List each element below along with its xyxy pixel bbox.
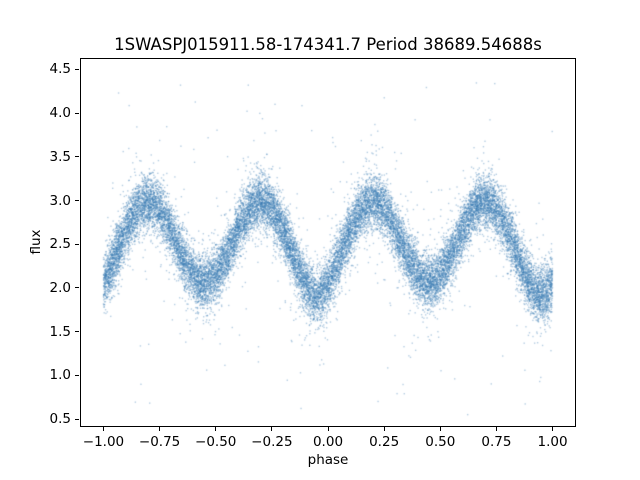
scatter-canvas	[81, 59, 575, 426]
y-tick-mark	[75, 331, 79, 333]
x-tick-mark	[383, 427, 385, 431]
y-tick-label: 4.0	[49, 105, 71, 122]
x-tick-label: 0.25	[369, 434, 400, 450]
y-tick-label: 0.5	[49, 411, 71, 427]
x-tick-mark	[215, 427, 217, 431]
y-tick-mark	[75, 418, 79, 420]
x-tick-mark	[327, 427, 329, 431]
x-tick-label: −0.25	[251, 434, 293, 450]
y-tick-mark	[75, 374, 79, 376]
y-tick-label: 2.5	[49, 236, 71, 253]
x-tick-label: 0.50	[425, 434, 456, 450]
x-tick-label: 1.00	[537, 434, 568, 450]
y-tick-mark	[75, 287, 79, 289]
x-tick-mark	[439, 427, 441, 431]
x-tick-label: 0.00	[312, 434, 344, 450]
y-tick-mark	[75, 156, 79, 158]
x-tick-mark	[271, 427, 273, 431]
y-tick-label: 2.0	[49, 279, 71, 296]
x-tick-label: −0.50	[195, 434, 237, 450]
x-tick-label: −0.75	[138, 434, 181, 450]
x-tick-mark	[102, 427, 104, 431]
x-tick-label: −1.00	[82, 434, 125, 450]
y-tick-label: 1.0	[49, 367, 71, 384]
y-tick-label: 3.5	[49, 148, 71, 165]
y-tick-mark	[75, 200, 79, 202]
x-tick-mark	[495, 427, 497, 431]
x-tick-label: 0.75	[481, 434, 512, 450]
y-tick-label: 4.5	[49, 61, 71, 78]
y-tick-label: 1.5	[49, 323, 71, 340]
y-tick-label: 3.0	[49, 192, 71, 209]
y-tick-mark	[75, 243, 79, 245]
plot-title: 1SWASPJ015911.58-174341.7 Period 38689.5…	[114, 35, 542, 54]
y-tick-mark	[75, 112, 79, 114]
y-tick-mark	[75, 68, 79, 70]
x-tick-mark	[159, 427, 161, 431]
x-axis-label: phase	[307, 452, 349, 468]
x-tick-mark	[552, 427, 554, 431]
plot-area	[80, 58, 576, 427]
